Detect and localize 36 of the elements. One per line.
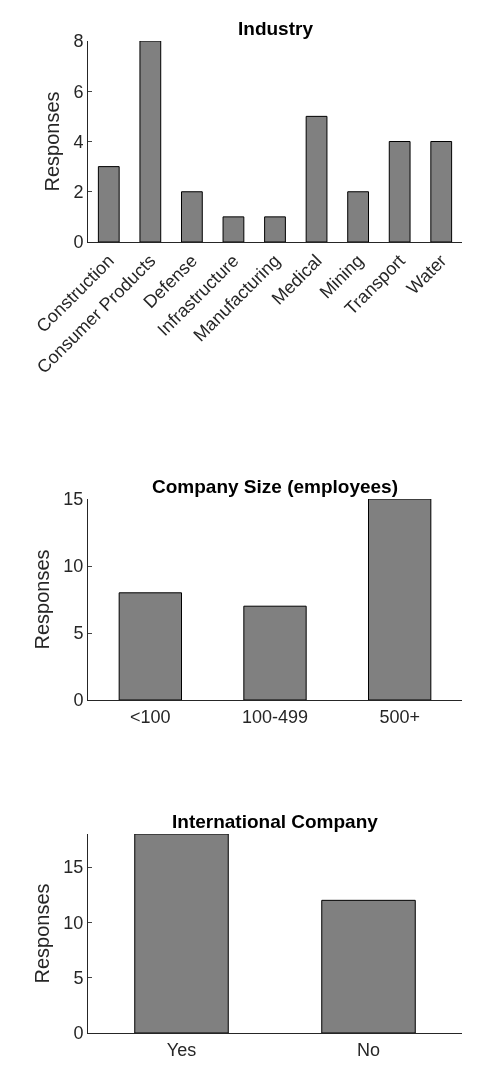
x-tick-label: 100-499 <box>241 706 309 727</box>
y-tick-label: 0 <box>73 1023 84 1044</box>
bar <box>305 115 328 242</box>
bar <box>243 605 307 700</box>
bar <box>347 191 369 242</box>
bar <box>430 141 453 242</box>
bar <box>388 141 411 242</box>
bar <box>222 216 245 242</box>
chart-title: International Company <box>172 811 379 832</box>
y-tick-label: 15 <box>63 857 84 878</box>
bar <box>368 499 432 700</box>
bar <box>97 166 120 242</box>
bar <box>139 41 162 242</box>
y-tick-label: 2 <box>73 182 84 203</box>
y-tick-label: 6 <box>73 81 84 102</box>
y-tick-label: 4 <box>73 131 84 152</box>
y-axis-title: Responses <box>30 549 53 650</box>
y-tick-label: 5 <box>73 623 84 644</box>
y-tick-label: 10 <box>63 556 84 577</box>
y-axis-title: Responses <box>40 91 63 192</box>
y-tick-label: 15 <box>63 489 84 510</box>
x-tick-label: 500+ <box>379 706 420 727</box>
y-tick-label: 0 <box>73 690 84 711</box>
y-axis-title: Responses <box>30 883 53 984</box>
x-tick-label: Yes <box>166 1039 197 1060</box>
y-tick-label: 0 <box>73 232 84 253</box>
y-tick-label: 8 <box>73 31 84 52</box>
y-tick-label: 5 <box>73 968 84 989</box>
x-tick-label: <100 <box>130 706 171 727</box>
x-tick-label: No <box>356 1039 381 1060</box>
chart-title: Industry <box>238 18 314 39</box>
bar <box>118 592 182 700</box>
y-tick-label: 10 <box>63 912 84 933</box>
bar <box>181 191 203 242</box>
bar <box>264 216 286 242</box>
chart-title: Company Size (employees) <box>152 476 399 497</box>
